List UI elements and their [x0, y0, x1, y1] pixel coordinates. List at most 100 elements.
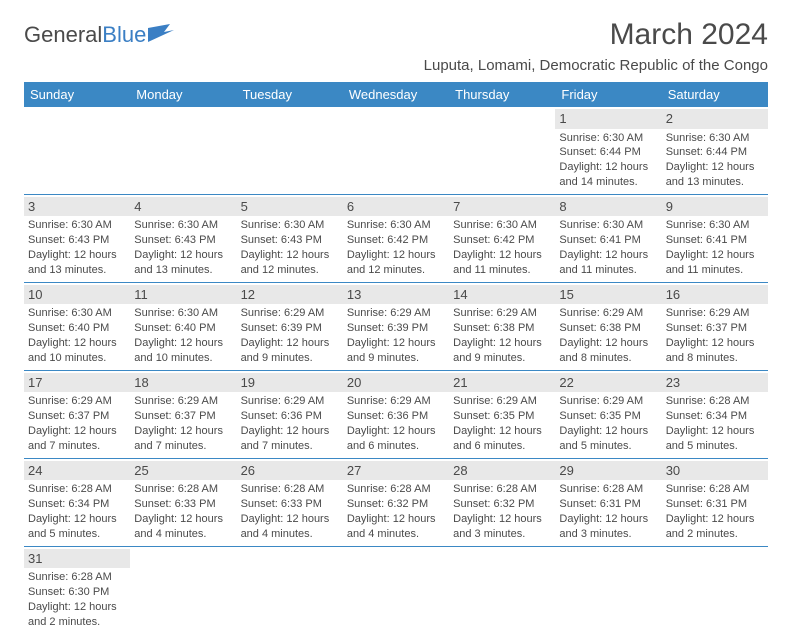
- day-cell: [555, 547, 661, 634]
- day-line: Sunrise: 6:30 AM: [559, 218, 657, 233]
- day-line: Sunset: 6:39 PM: [347, 321, 445, 336]
- day-cell: 3Sunrise: 6:30 AMSunset: 6:43 PMDaylight…: [24, 195, 130, 282]
- day-line: Sunset: 6:37 PM: [28, 409, 126, 424]
- day-line: Sunset: 6:35 PM: [559, 409, 657, 424]
- day-line: Sunset: 6:32 PM: [453, 497, 551, 512]
- day-line: Sunrise: 6:30 AM: [347, 218, 445, 233]
- day-number: 13: [343, 285, 449, 305]
- day-line: and 12 minutes.: [241, 263, 339, 278]
- day-line: Daylight: 12 hours: [134, 512, 232, 527]
- day-line: Sunset: 6:35 PM: [453, 409, 551, 424]
- day-cell: 5Sunrise: 6:30 AMSunset: 6:43 PMDaylight…: [237, 195, 343, 282]
- day-line: Sunrise: 6:29 AM: [241, 306, 339, 321]
- day-number: 14: [449, 285, 555, 305]
- day-line: Sunset: 6:31 PM: [559, 497, 657, 512]
- day-line: and 4 minutes.: [241, 527, 339, 542]
- day-cell: 15Sunrise: 6:29 AMSunset: 6:38 PMDayligh…: [555, 283, 661, 370]
- day-number: 29: [555, 461, 661, 481]
- day-line: Sunrise: 6:29 AM: [453, 306, 551, 321]
- day-line: Sunrise: 6:29 AM: [559, 394, 657, 409]
- day-line: Sunrise: 6:29 AM: [28, 394, 126, 409]
- title-block: March 2024 Luputa, Lomami, Democratic Re…: [424, 18, 768, 74]
- day-cell: [449, 547, 555, 634]
- day-number: 9: [662, 197, 768, 217]
- day-line: Daylight: 12 hours: [666, 424, 764, 439]
- day-cell: 29Sunrise: 6:28 AMSunset: 6:31 PMDayligh…: [555, 459, 661, 546]
- day-line: and 10 minutes.: [134, 351, 232, 366]
- week-row: 10Sunrise: 6:30 AMSunset: 6:40 PMDayligh…: [24, 283, 768, 371]
- day-cell: [343, 107, 449, 194]
- day-line: Sunset: 6:36 PM: [241, 409, 339, 424]
- day-line: and 7 minutes.: [134, 439, 232, 454]
- day-line: Daylight: 12 hours: [241, 424, 339, 439]
- day-number: 11: [130, 285, 236, 305]
- day-cell: [662, 547, 768, 634]
- day-number: 18: [130, 373, 236, 393]
- weekday-header: Sunday: [24, 82, 130, 107]
- day-number: 31: [24, 549, 130, 569]
- day-cell: [449, 107, 555, 194]
- day-line: Daylight: 12 hours: [347, 248, 445, 263]
- day-line: Sunrise: 6:29 AM: [347, 306, 445, 321]
- day-line: Daylight: 12 hours: [28, 600, 126, 615]
- day-line: Daylight: 12 hours: [134, 336, 232, 351]
- day-line: and 8 minutes.: [666, 351, 764, 366]
- day-cell: 27Sunrise: 6:28 AMSunset: 6:32 PMDayligh…: [343, 459, 449, 546]
- day-line: Sunset: 6:44 PM: [666, 145, 764, 160]
- weekday-row: SundayMondayTuesdayWednesdayThursdayFrid…: [24, 82, 768, 107]
- day-line: Sunrise: 6:30 AM: [453, 218, 551, 233]
- day-number: 28: [449, 461, 555, 481]
- day-cell: 18Sunrise: 6:29 AMSunset: 6:37 PMDayligh…: [130, 371, 236, 458]
- weekday-header: Friday: [555, 82, 661, 107]
- day-line: Sunset: 6:32 PM: [347, 497, 445, 512]
- day-line: Daylight: 12 hours: [241, 336, 339, 351]
- day-line: Sunset: 6:31 PM: [666, 497, 764, 512]
- day-line: Sunrise: 6:30 AM: [241, 218, 339, 233]
- day-cell: 26Sunrise: 6:28 AMSunset: 6:33 PMDayligh…: [237, 459, 343, 546]
- day-number: 1: [555, 109, 661, 129]
- day-line: Daylight: 12 hours: [28, 424, 126, 439]
- day-number: 2: [662, 109, 768, 129]
- weekday-header: Tuesday: [237, 82, 343, 107]
- day-cell: 24Sunrise: 6:28 AMSunset: 6:34 PMDayligh…: [24, 459, 130, 546]
- day-line: Sunset: 6:39 PM: [241, 321, 339, 336]
- day-line: Sunrise: 6:28 AM: [28, 570, 126, 585]
- day-line: Sunrise: 6:28 AM: [666, 482, 764, 497]
- day-line: Daylight: 12 hours: [241, 512, 339, 527]
- day-line: Sunset: 6:36 PM: [347, 409, 445, 424]
- day-line: Daylight: 12 hours: [453, 336, 551, 351]
- day-cell: 14Sunrise: 6:29 AMSunset: 6:38 PMDayligh…: [449, 283, 555, 370]
- day-line: Daylight: 12 hours: [134, 424, 232, 439]
- day-line: Sunset: 6:41 PM: [666, 233, 764, 248]
- day-line: Sunrise: 6:30 AM: [28, 306, 126, 321]
- day-line: and 11 minutes.: [559, 263, 657, 278]
- day-cell: 10Sunrise: 6:30 AMSunset: 6:40 PMDayligh…: [24, 283, 130, 370]
- day-cell: [237, 547, 343, 634]
- day-line: and 2 minutes.: [666, 527, 764, 542]
- day-cell: 30Sunrise: 6:28 AMSunset: 6:31 PMDayligh…: [662, 459, 768, 546]
- day-line: Sunset: 6:43 PM: [241, 233, 339, 248]
- flag-icon: [148, 22, 174, 48]
- week-row: 1Sunrise: 6:30 AMSunset: 6:44 PMDaylight…: [24, 107, 768, 195]
- day-number: 12: [237, 285, 343, 305]
- day-line: and 4 minutes.: [134, 527, 232, 542]
- day-line: Sunrise: 6:28 AM: [559, 482, 657, 497]
- day-line: and 3 minutes.: [453, 527, 551, 542]
- day-cell: 6Sunrise: 6:30 AMSunset: 6:42 PMDaylight…: [343, 195, 449, 282]
- day-line: and 11 minutes.: [453, 263, 551, 278]
- day-line: and 8 minutes.: [559, 351, 657, 366]
- day-line: and 9 minutes.: [453, 351, 551, 366]
- day-number: 5: [237, 197, 343, 217]
- day-line: Sunrise: 6:29 AM: [559, 306, 657, 321]
- day-number: 16: [662, 285, 768, 305]
- day-number: 25: [130, 461, 236, 481]
- weeks-container: 1 Sunrise: 6:30 AM Sunset: 6:44 PM Daylight…: [24, 107, 768, 634]
- day-line: and 3 minutes.: [559, 527, 657, 542]
- day-line: Sunset: 6:38 PM: [559, 321, 657, 336]
- day-number: 4: [130, 197, 236, 217]
- day-number: 6: [343, 197, 449, 217]
- day-line: and 5 minutes.: [28, 527, 126, 542]
- day-line: Sunrise: 6:29 AM: [347, 394, 445, 409]
- day-line: Sunrise: 6:29 AM: [666, 306, 764, 321]
- day-line: Sunrise: 6:28 AM: [453, 482, 551, 497]
